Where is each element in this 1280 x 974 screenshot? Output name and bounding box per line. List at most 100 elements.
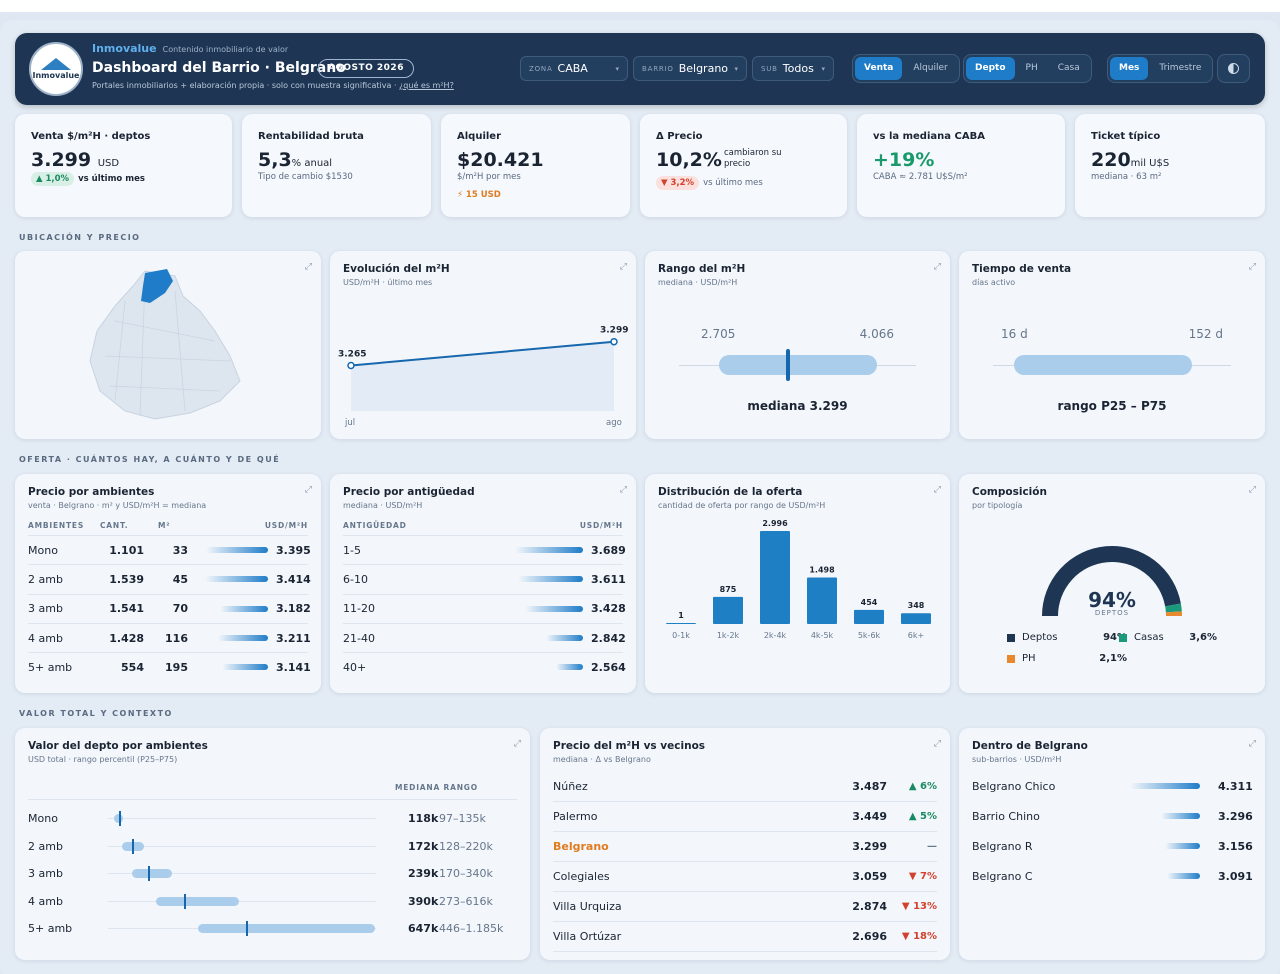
valor-name: Mono — [28, 812, 58, 825]
expand-icon[interactable]: ⤢ — [1248, 739, 1256, 749]
operation-toggle: Venta Alquiler — [852, 54, 960, 83]
valor-range: 273–616k — [439, 894, 493, 908]
expand-icon[interactable]: ⤢ — [619, 485, 627, 495]
tiempo-high: 152 d — [1188, 327, 1223, 341]
kpi-vs-mediana: vs la mediana CABA +19% CABA ≈ 2.781 U$S… — [857, 114, 1065, 217]
ambientes-usd: 3.141 — [276, 660, 311, 674]
valor-row: Mono 118k 97–135k — [28, 806, 518, 832]
kpi-venta: Venta $/m²H · deptos 3.299 USD ▲ 1,0% vs … — [15, 114, 232, 217]
median-marker — [148, 866, 151, 881]
expand-icon[interactable]: ⤢ — [933, 739, 941, 749]
point-label: 3.299 — [600, 326, 628, 336]
belgrano-region — [141, 269, 173, 303]
tiempo-card: Tiempo de venta días activo ⤢ 16 d 152 d… — [959, 251, 1265, 439]
bar-value-label: 1.498 — [809, 566, 835, 575]
subbarrio-value: 3.091 — [1218, 869, 1253, 883]
ambientes-cant: 1.539 — [109, 572, 144, 586]
expand-icon[interactable]: ⤢ — [513, 739, 521, 749]
expand-icon[interactable]: ⤢ — [304, 262, 312, 272]
subbarrio-row[interactable]: Belgrano Chico 4.311 — [972, 776, 1253, 796]
expand-icon[interactable]: ⤢ — [304, 485, 312, 495]
value-bar — [1167, 873, 1200, 879]
ambientes-name: 2 amb — [28, 572, 63, 586]
neighbor-value: 3.299 — [852, 840, 887, 853]
expand-icon[interactable]: ⤢ — [933, 262, 941, 272]
valor-median: 647k — [408, 922, 439, 935]
valor-card: Valor del depto por ambientes USD total … — [15, 728, 530, 960]
ambientes-cant: 1.101 — [109, 543, 144, 557]
bar — [666, 623, 696, 624]
antiguedad-name: 40+ — [343, 660, 367, 674]
neighbor-value: 2.874 — [852, 900, 887, 913]
x-tick-label: 0-1k — [672, 631, 690, 640]
operation-venta[interactable]: Venta — [855, 57, 903, 80]
type-ph[interactable]: PH — [1025, 63, 1038, 73]
period-mes[interactable]: Mes — [1110, 57, 1149, 80]
period-badge: AGOSTO 2026 — [318, 59, 414, 78]
type-depto[interactable]: Depto — [966, 57, 1015, 80]
distribucion-card: Distribución de la oferta cantidad de of… — [645, 474, 950, 693]
value-bar — [518, 576, 583, 583]
theme-toggle-button[interactable] — [1217, 54, 1250, 83]
brand-name: Inmovalue Contenido inmobiliario de valor — [92, 42, 289, 55]
ambientes-m2: 116 — [165, 631, 188, 645]
ambientes-m2: 45 — [172, 572, 188, 586]
valor-name: 5+ amb — [28, 922, 73, 935]
neighbor-row[interactable]: Palermo 3.449 ▲ 5% — [553, 802, 937, 832]
period-trimestre[interactable]: Trimestre — [1159, 63, 1202, 73]
neighbor-row[interactable]: Villa Ortúzar 2.696 ▼ 18% — [553, 922, 937, 952]
valor-row: 3 amb 239k 170–340k — [28, 861, 518, 887]
expand-icon[interactable]: ⤢ — [933, 485, 941, 495]
subbarrio-row[interactable]: Belgrano R 3.156 — [972, 836, 1253, 856]
neighbor-delta: ▼ 7% — [908, 871, 937, 882]
zona-select[interactable]: ZONA CABA ▾ — [520, 56, 628, 81]
table-row: 1-5 3.689 — [343, 535, 626, 564]
help-link[interactable]: ¿qué es m²H? — [399, 81, 454, 90]
value-bar — [218, 635, 268, 642]
neighbor-delta: ▼ 18% — [901, 931, 937, 942]
value-bar — [1165, 843, 1200, 849]
neighbor-row[interactable]: Colegiales 3.059 ▼ 7% — [553, 862, 937, 892]
range-bar — [131, 869, 173, 878]
barrio-select[interactable]: BARRIO Belgrano ▾ — [633, 56, 747, 81]
neighbor-row[interactable]: Núñez 3.487 ▲ 6% — [553, 772, 937, 802]
antiguedad-name: 1-5 — [343, 543, 361, 557]
neighbor-delta: ▲ 5% — [908, 811, 937, 822]
subbarrio-row[interactable]: Belgrano C 3.091 — [972, 866, 1253, 886]
valor-median: 172k — [408, 839, 439, 853]
map-card[interactable]: ⤢ — [15, 251, 321, 439]
x-tick-label: 1k-2k — [717, 631, 740, 640]
x-tick-label: 2k-4k — [764, 631, 787, 640]
median-marker — [132, 838, 135, 854]
bar-value-label: 348 — [908, 601, 925, 610]
expand-icon[interactable]: ⤢ — [1248, 262, 1256, 272]
expand-icon[interactable]: ⤢ — [619, 262, 627, 272]
subbarrio-row[interactable]: Barrio Chino 3.296 — [972, 806, 1253, 826]
type-toggle: Depto PH Casa — [963, 54, 1092, 83]
neighbor-value: 3.487 — [852, 780, 887, 793]
expand-icon[interactable]: ⤢ — [1248, 485, 1256, 495]
antiguedad-usd: 3.611 — [591, 572, 626, 586]
subbarrio-name: Belgrano C — [972, 869, 1033, 883]
value-bar — [546, 635, 583, 642]
bar-value-label: 875 — [720, 585, 737, 594]
table-row: 21-40 2.842 — [343, 622, 626, 652]
ambientes-name: 5+ amb — [28, 660, 73, 674]
value-bar — [1130, 783, 1200, 789]
brand-logo[interactable]: Inmovalue — [29, 42, 83, 96]
subbarrio-name: Belgrano Chico — [972, 779, 1056, 793]
neighbor-row[interactable]: Belgrano 3.299 — — [553, 832, 937, 862]
chevron-down-icon: ▾ — [734, 64, 738, 73]
neighbor-delta: ▲ 6% — [908, 781, 937, 792]
neighbor-name: Villa Urquiza — [553, 900, 622, 913]
sub-select[interactable]: SUB Todos ▾ — [752, 56, 834, 81]
x-tick-label: 4k-5k — [811, 631, 834, 640]
ambientes-name: Mono — [28, 543, 58, 557]
subbarrio-value: 3.156 — [1218, 839, 1253, 853]
neighbor-row[interactable]: Villa Urquiza 2.874 ▼ 13% — [553, 892, 937, 922]
operation-alquiler[interactable]: Alquiler — [913, 63, 948, 73]
kpi-rentabilidad: Rentabilidad bruta 5,3% anual Tipo de ca… — [242, 114, 431, 217]
ambientes-cant: 1.541 — [109, 602, 144, 616]
valor-median: 239k — [408, 867, 439, 880]
type-casa[interactable]: Casa — [1057, 63, 1080, 73]
